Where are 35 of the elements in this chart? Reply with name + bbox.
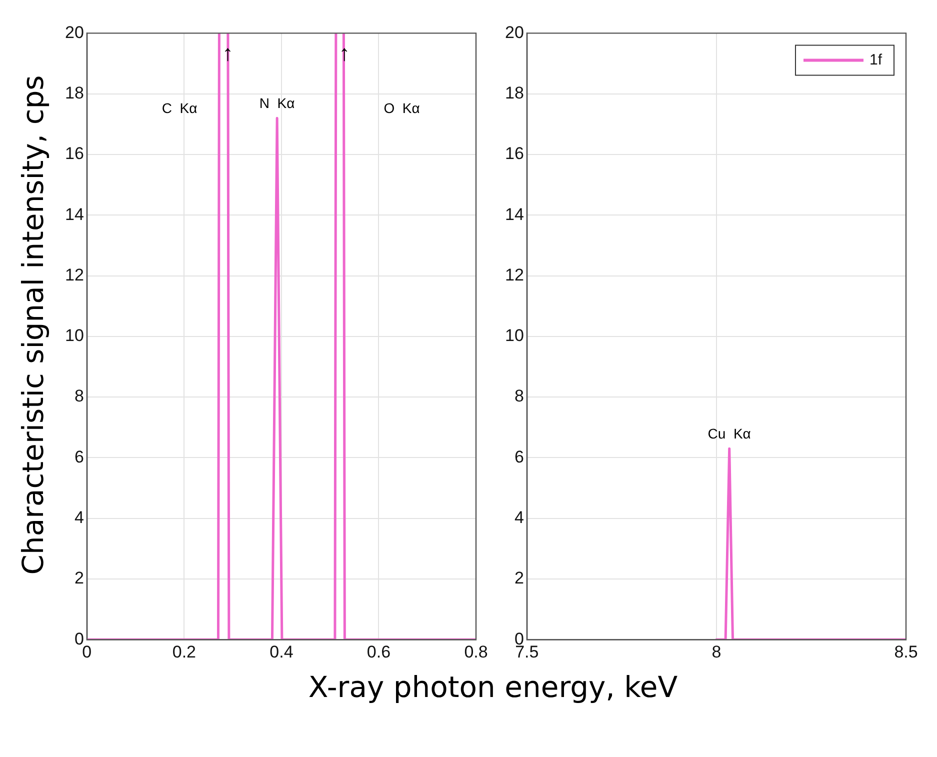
y-tick-label: 10 [504,326,524,346]
y-tick-label: 18 [64,84,84,103]
y-tick-label: 14 [504,204,524,224]
x-tick-label: 0.6 [366,642,391,662]
annotation: C Kα [162,100,198,116]
y-tick-label: 16 [64,144,84,164]
y-tick-label: 2 [514,568,524,588]
annotation: O Kα [384,100,420,116]
y-tick-label: 4 [74,508,84,528]
annotation: ↑ [222,40,234,66]
y-tick-label: 18 [504,84,524,103]
y-tick-label: 16 [504,144,524,164]
y-tick-label: 14 [64,204,84,224]
annotation: Cu Kα [708,425,751,442]
y-tick-label: 0 [74,629,84,648]
x-tick-label: 0.8 [464,642,488,662]
x-axis-title: X-ray photon energy, keV [307,670,679,704]
y-tick-label: 2 [74,568,84,588]
y-tick-label: 6 [514,447,524,466]
x-tick-label: 8 [712,642,722,662]
y-tick-label: 8 [514,386,524,406]
y-tick-label: 8 [74,386,84,406]
y-tick-label: 12 [64,265,84,284]
legend-label: 1f [869,51,883,68]
x-tick-label: 0.2 [172,642,196,662]
x-tick-label: 8.5 [894,642,918,662]
x-tick-label: 0.4 [270,642,294,662]
y-tick-label: 6 [74,447,84,466]
y-tick-label: 12 [504,265,524,284]
y-tick-label: 10 [64,326,84,346]
y-tick-label: 20 [64,22,84,42]
annotation: N Kα [259,94,295,111]
y-tick-label: 20 [504,22,524,42]
y-axis-title: Characteristic signal intensity, cps [16,75,50,575]
y-tick-label: 4 [514,508,524,528]
